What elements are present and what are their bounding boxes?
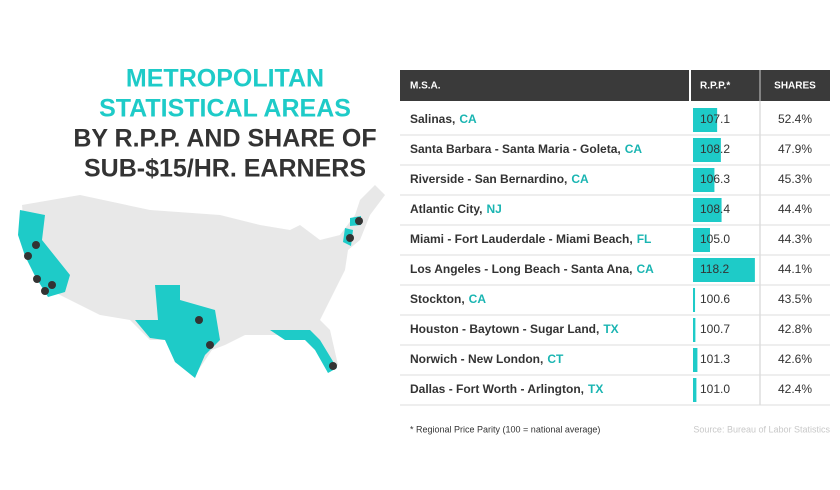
city-dot <box>206 341 214 349</box>
msa: Stockton, <box>410 292 465 306</box>
title-line: BY R.P.P. AND SHARE OF <box>73 125 376 153</box>
rpp-bar <box>693 348 698 372</box>
city-dot <box>24 252 32 260</box>
us-map <box>18 185 385 378</box>
rpp-bar <box>693 378 697 402</box>
state: CA <box>469 292 487 306</box>
table: M.S.A. R.P.P.* SHARES Salinas, CA 107.1 52.4% S… <box>400 70 830 406</box>
state: TX <box>588 382 603 396</box>
state: FL <box>637 232 652 246</box>
title-line: STATISTICAL AREAS <box>99 95 351 123</box>
column-header: SHARES <box>774 81 816 92</box>
rpp-value: 108.2 <box>700 142 730 156</box>
msa: Santa Barbara - Santa Maria - Goleta, <box>410 142 621 156</box>
share: 42.4% <box>778 382 812 396</box>
msa-name: Salinas, CA <box>410 112 477 126</box>
rpp-bar <box>693 258 755 282</box>
state: CA <box>459 112 477 126</box>
rpp-value: 107.1 <box>700 112 730 126</box>
msa-name: Los Angeles - Long Beach - Santa Ana, CA <box>410 262 654 276</box>
table-header-bg <box>400 70 830 101</box>
state: CA <box>636 262 654 276</box>
share: 44.3% <box>778 232 812 246</box>
rpp-value: 101.3 <box>700 352 730 366</box>
state-tx <box>135 285 220 378</box>
rpp-value: 100.6 <box>700 292 730 306</box>
city-dot <box>41 287 49 295</box>
share: 43.5% <box>778 292 812 306</box>
msa: Dallas - Fort Worth - Arlington, <box>410 382 584 396</box>
state: NJ <box>486 202 501 216</box>
city-dot <box>33 275 41 283</box>
msa-name: Atlantic City, NJ <box>410 202 502 216</box>
rpp-value: 106.3 <box>700 172 730 186</box>
city-dot <box>32 241 40 249</box>
rpp-value: 100.7 <box>700 322 730 336</box>
state: CA <box>625 142 643 156</box>
rpp-bar <box>693 108 718 132</box>
rpp-bar <box>693 168 715 192</box>
title-line: METROPOLITAN <box>126 65 324 93</box>
rpp-value: 108.4 <box>700 202 730 216</box>
msa-name: Dallas - Fort Worth - Arlington, TX <box>410 382 603 396</box>
city-dot <box>355 217 363 225</box>
city-dot <box>329 362 337 370</box>
rpp-bar <box>693 228 710 252</box>
msa: Miami - Fort Lauderdale - Miami Beach, <box>410 232 633 246</box>
city-dot <box>346 234 354 242</box>
state: TX <box>603 322 618 336</box>
msa: Norwich - New London, <box>410 352 543 366</box>
share: 42.8% <box>778 322 812 336</box>
state-ca <box>18 210 70 297</box>
msa-name: Norwich - New London, CT <box>410 352 564 366</box>
city-dot <box>48 281 56 289</box>
state: CT <box>547 352 564 366</box>
rpp-value: 118.2 <box>700 262 729 276</box>
rpp-value: 105.0 <box>700 232 730 246</box>
city-dots <box>24 217 363 370</box>
footnote: * Regional Price Parity (100 = national … <box>410 424 600 434</box>
column-header: R.P.P.* <box>700 81 730 92</box>
msa: Salinas, <box>410 112 455 126</box>
rpp-bar <box>693 318 696 342</box>
msa-name: Miami - Fort Lauderdale - Miami Beach, FL <box>410 232 651 246</box>
source: Source: Bureau of Labor Statistics <box>693 424 830 434</box>
title-line: SUB-$15/HR. EARNERS <box>84 155 366 183</box>
msa-name: Santa Barbara - Santa Maria - Goleta, CA <box>410 142 642 156</box>
rpp-bar <box>693 288 696 312</box>
share: 44.1% <box>778 262 812 276</box>
column-header: M.S.A. <box>410 81 441 92</box>
msa-name: Riverside - San Bernardino, CA <box>410 172 589 186</box>
share: 42.6% <box>778 352 812 366</box>
state: CA <box>571 172 589 186</box>
msa: Houston - Baytown - Sugar Land, <box>410 322 599 336</box>
msa: Atlantic City, <box>410 202 482 216</box>
msa: Riverside - San Bernardino, <box>410 172 567 186</box>
share: 45.3% <box>778 172 812 186</box>
rpp-value: 101.0 <box>700 382 730 396</box>
share: 52.4% <box>778 112 812 126</box>
msa-name: Houston - Baytown - Sugar Land, TX <box>410 322 619 336</box>
msa-name: Stockton, CA <box>410 292 486 306</box>
share: 44.4% <box>778 202 812 216</box>
city-dot <box>195 316 203 324</box>
state-fl <box>270 330 337 373</box>
us-outline <box>22 185 385 375</box>
rpp-bar <box>693 138 721 162</box>
share: 47.9% <box>778 142 812 156</box>
rpp-bar <box>693 198 722 222</box>
msa: Los Angeles - Long Beach - Santa Ana, <box>410 262 632 276</box>
